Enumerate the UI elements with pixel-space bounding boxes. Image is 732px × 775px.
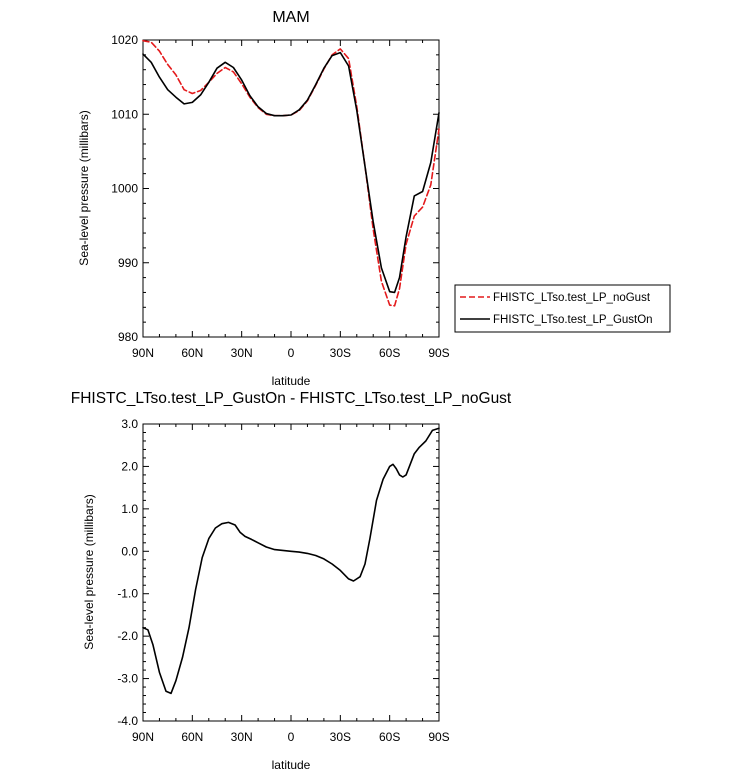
bottom-y-tick-label: -3.0 [117,672,138,686]
top-y-axis-label: Sea-level pressure (millibars) [77,110,91,265]
top-x-tick-label: 30N [231,346,253,360]
top-x-axis-label: latitude [272,374,311,388]
bottom-y-tick-label: 1.0 [121,502,138,516]
legend: FHISTC_LTso.test_LP_noGust FHISTC_LTso.t… [454,284,671,333]
bottom-y-axis-label: Sea-level pressure (millibars) [82,494,96,649]
bottom-ticks: 90N 60N 30N 0 30S 60S 90S -4.0 -3.0 -2.0 -1.0 0.0 1.… [117,417,449,744]
bottom-y-tick-label: 3.0 [121,417,138,431]
bottom-x-tick-label: 0 [288,730,295,744]
top-panel: MAM 90N 60N 30N 0 30S 60S 90S 980 990 1000 1010 102… [77,9,671,388]
bottom-chart-title: FHISTC_LTso.test_LP_GustOn - FHISTC_LTso… [71,390,512,407]
legend-label-nogust: FHISTC_LTso.test_LP_noGust [493,292,651,304]
top-x-tick-label: 30S [330,346,351,360]
top-ticks: 90N 60N 30N 0 30S 60S 90S 980 990 1000 1010 1020 [111,33,449,360]
top-chart-title: MAM [272,9,309,26]
top-x-tick-label: 60N [181,346,203,360]
bottom-series-line-0 [142,427,440,695]
bottom-series-group [142,427,440,695]
bottom-x-tick-label: 90N [132,730,154,744]
bottom-x-tick-label: 60S [379,730,400,744]
top-x-tick-label: 60S [379,346,400,360]
bottom-y-tick-label: -4.0 [117,714,138,728]
top-y-tick-label: 980 [118,330,138,344]
top-x-tick-label: 90N [132,346,154,360]
top-x-tick-label: 90S [428,346,449,360]
top-series-line-1 [142,51,440,294]
bottom-x-axis-label: latitude [272,758,311,772]
bottom-x-tick-label: 30S [330,730,351,744]
bottom-x-tick-label: 90S [428,730,449,744]
top-y-tick-label: 990 [118,256,138,270]
top-series-line-0 [142,39,440,307]
top-y-tick-label: 1000 [111,182,138,196]
top-y-tick-label: 1010 [111,107,138,121]
legend-box [454,284,671,333]
top-x-tick-label: 0 [288,346,295,360]
bottom-y-tick-label: 2.0 [121,459,138,473]
top-series-group [142,39,440,307]
bottom-panel: FHISTC_LTso.test_LP_GustOn - FHISTC_LTso… [71,390,512,772]
bottom-x-tick-label: 30N [231,730,253,744]
bottom-plot-frame [142,423,440,722]
bottom-y-tick-label: -2.0 [117,629,138,643]
legend-label-guston: FHISTC_LTso.test_LP_GustOn [493,314,653,326]
bottom-y-tick-label: 0.0 [121,544,138,558]
bottom-x-tick-label: 60N [181,730,203,744]
bottom-y-tick-label: -1.0 [117,587,138,601]
top-y-tick-label: 1020 [111,33,138,47]
